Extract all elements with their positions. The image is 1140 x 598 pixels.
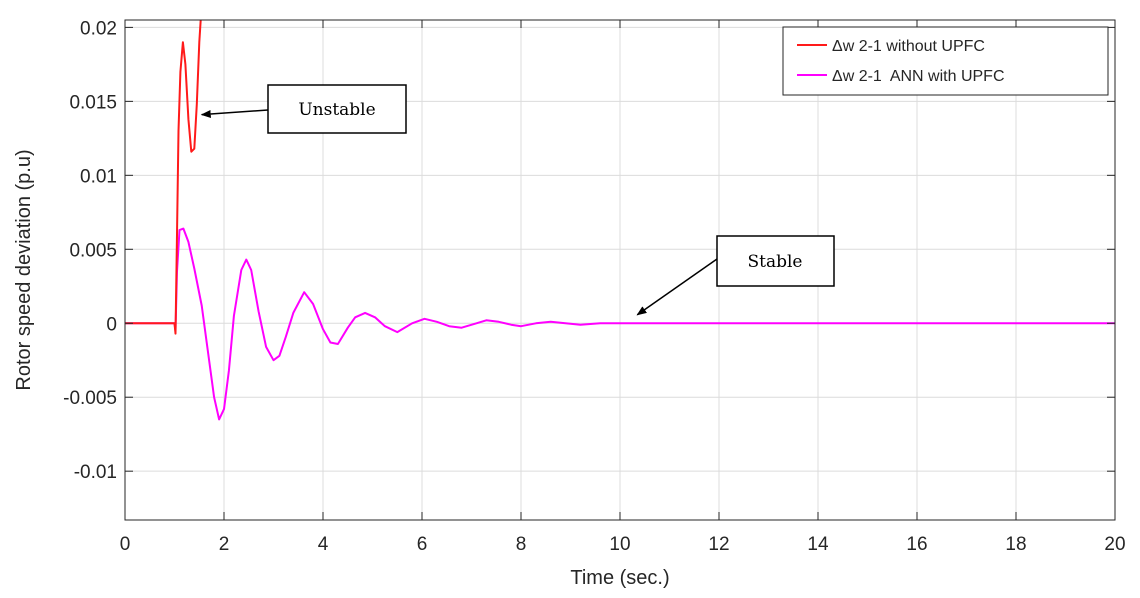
- y-tick-label: 0.01: [80, 166, 117, 187]
- y-tick-label: 0: [106, 314, 117, 335]
- series-lines: [125, 19, 1115, 421]
- x-tick-label: 16: [906, 534, 927, 555]
- x-tick-label: 14: [807, 534, 829, 555]
- annotation-stable-text: Stable: [748, 252, 803, 272]
- legend-label-without-upfc: Δw 2-1 without UPFC: [832, 38, 985, 55]
- x-tick-label: 18: [1005, 534, 1026, 555]
- legend-box: [782, 26, 1109, 96]
- annotation-stable-arrow: [636, 258, 718, 316]
- y-axis-label: Rotor speed deviation (p.u): [13, 149, 35, 390]
- y-tick-label: 0.015: [69, 92, 117, 113]
- series-line-without-upfc: [125, 19, 202, 335]
- y-tick-label: -0.005: [63, 388, 117, 409]
- x-tick-label: 0: [120, 534, 131, 555]
- annotation-unstable-text: Unstable: [298, 100, 375, 120]
- y-tick-label: 0.02: [80, 18, 117, 39]
- annotation-stable: Stable: [636, 235, 835, 316]
- legend[interactable]: Δw 2-1 without UPFC Δw 2-1 ANN with UPFC: [782, 26, 1109, 96]
- y-tick-label: 0.005: [69, 240, 117, 261]
- x-tick-label: 10: [609, 534, 630, 555]
- annotation-unstable-box: [267, 84, 407, 134]
- axis-ticks: 0 2 4 6 8 10 12 14 16 18 20 0.02 0.015 0.01 0.005 0 -0.0…: [63, 18, 1125, 555]
- y-tick-label: -0.01: [74, 462, 117, 483]
- x-axis-label: Time (sec.): [570, 567, 669, 589]
- x-tick-label: 4: [318, 534, 329, 555]
- x-tick-label: 20: [1104, 534, 1125, 555]
- x-tick-label: 6: [417, 534, 428, 555]
- series-line-ann-with-upfc: [125, 227, 1115, 421]
- x-tick-label: 12: [708, 534, 729, 555]
- legend-label-ann-with-upfc: Δw 2-1 ANN with UPFC: [832, 68, 1005, 85]
- x-tick-label: 8: [516, 534, 527, 555]
- annotation-unstable-arrow: [200, 109, 269, 119]
- annotation-unstable: Unstable: [200, 84, 407, 134]
- x-tick-label: 2: [219, 534, 230, 555]
- annotation-stable-box: [716, 235, 835, 287]
